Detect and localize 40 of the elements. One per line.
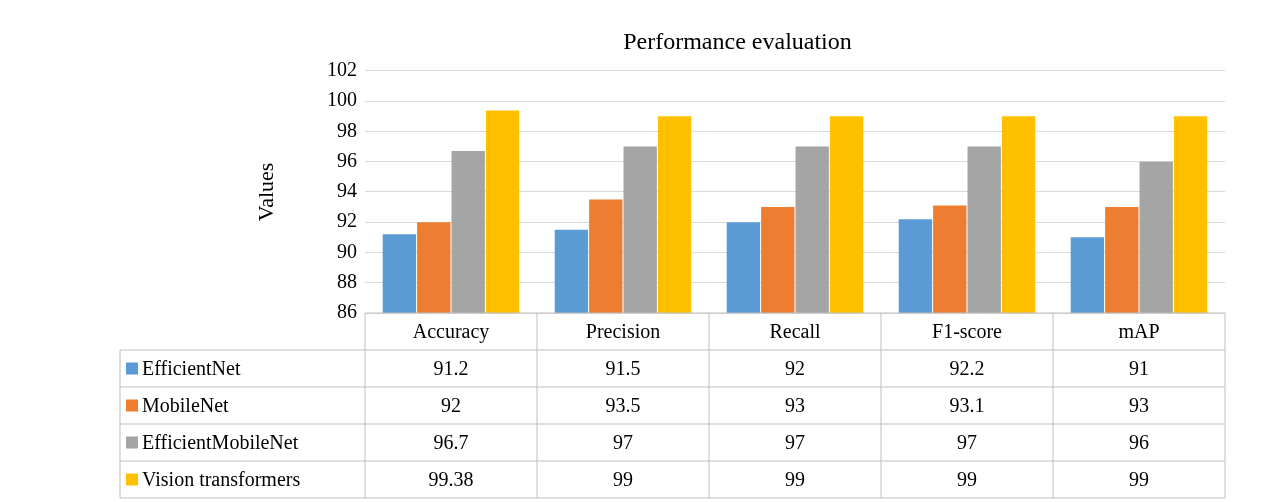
x-tick-label: F1-score (932, 319, 1003, 342)
data-label: 99.38 (428, 467, 474, 490)
data-label: 97 (785, 430, 805, 453)
y-tick-label: 98 (337, 118, 357, 141)
data-label: 91.2 (433, 356, 469, 379)
data-label: 99 (957, 467, 977, 490)
data-label: 99 (785, 467, 805, 490)
y-tick-label: 96 (337, 148, 357, 171)
legend-label: EfficientMobileNet (142, 430, 299, 453)
y-tick-label: 94 (337, 179, 357, 202)
y-tick-label: 102 (327, 58, 357, 81)
data-label: 92 (441, 393, 461, 416)
y-tick-label: 90 (337, 239, 357, 262)
data-label: 99 (613, 467, 633, 490)
data-label: 93 (1129, 393, 1149, 416)
data-label: 97 (613, 430, 633, 453)
legend-label: EfficientNet (142, 356, 241, 379)
x-tick-label: Recall (769, 319, 821, 342)
data-label: 92.2 (949, 356, 985, 379)
y-tick-label: 92 (337, 209, 357, 232)
y-tick-label: 88 (337, 269, 357, 292)
x-tick-label: Precision (585, 319, 661, 342)
data-label: 93.1 (949, 393, 985, 416)
y-tick-label: 86 (337, 300, 357, 323)
data-label: 91 (1129, 356, 1149, 379)
x-tick-label: mAP (1118, 319, 1160, 342)
legend-label: MobileNet (142, 393, 230, 416)
data-label: 97 (957, 430, 977, 453)
data-label: 92 (785, 356, 805, 379)
data-label: 96 (1129, 430, 1149, 453)
legend-label: Vision transformers (142, 467, 301, 490)
y-axis-title: Values (252, 162, 278, 222)
data-label: 96.7 (433, 430, 469, 453)
x-tick-label: Accuracy (412, 319, 490, 343)
y-tick-label: 100 (327, 88, 357, 111)
data-label: 93.5 (605, 393, 641, 416)
data-label: 93 (785, 393, 805, 416)
data-label: 91.5 (605, 356, 641, 379)
data-label: 99 (1129, 467, 1149, 490)
chart-title: Performance evaluation (623, 27, 852, 54)
